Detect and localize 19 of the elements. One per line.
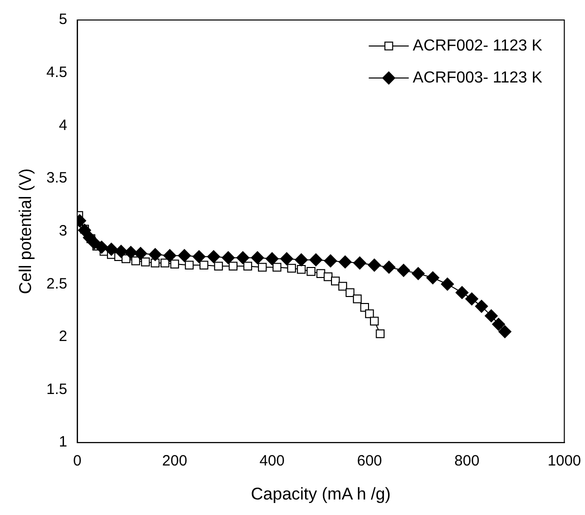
y-tick-label: 4.5 [46,64,68,81]
x-tick-label: 200 [162,452,188,470]
x-tick-label: 600 [356,452,382,470]
y-tick-label: 4 [58,116,68,134]
x-tick-label: 1000 [548,452,582,470]
y-tick-label: 3.5 [46,170,68,187]
x-tick-label: 0 [73,452,82,470]
legend-label: ACRF003- 1123 K [412,69,543,86]
y-tick-label: 3 [58,222,68,240]
y-tick-label: 1.5 [46,380,68,398]
y-tick-label: 1 [58,434,68,451]
y-tick-label: 2 [58,328,68,346]
x-axis-title: Capacity (mA h /g) [250,484,391,504]
y-tick-label: 2.5 [46,275,68,292]
y-tick-label: 5 [58,11,68,28]
legend-label: ACRF002- 1123 K [412,37,543,54]
x-tick-label: 800 [454,452,480,470]
x-tick-label: 400 [260,452,285,470]
y-axis-title: Cell potential (V) [16,168,35,294]
